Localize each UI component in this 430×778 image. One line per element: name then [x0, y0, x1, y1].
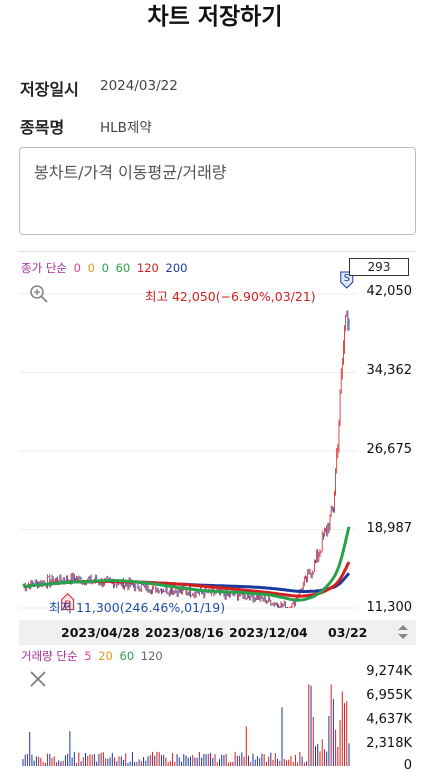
data-count-badge[interactable]: 293 [349, 258, 409, 276]
volume-tick: 9,274K [366, 664, 412, 679]
ma-period-120: 120 [136, 261, 159, 275]
ma-period-3: 0 [101, 261, 109, 275]
vol-ma-20: 20 [98, 649, 113, 663]
volume-tick: 2,318K [366, 736, 412, 751]
price-legend-label: 종가 단순 [21, 261, 67, 275]
vol-ma-120: 120 [140, 649, 163, 663]
volume-tick: 4,637K [366, 712, 412, 727]
volume-tick: 6,955K [366, 688, 412, 703]
date-value: 2024/03/22 [100, 78, 178, 94]
stock-name-value: HLB제약 [100, 120, 152, 136]
memo-input[interactable]: 봉차트/가격 이동평균/거래량 [19, 147, 416, 235]
date-label: 저장일시 [20, 80, 79, 99]
sell-marker-label: S [344, 273, 350, 284]
price-tick: 34,362 [366, 363, 413, 378]
price-tick: 18,987 [366, 521, 413, 536]
price-tick: 26,675 [366, 442, 413, 457]
ma-period-1: 0 [73, 261, 81, 275]
vol-ma-60: 60 [119, 649, 135, 663]
price-tick: 11,300 [366, 600, 413, 615]
date-tick: 2023/08/16 [145, 625, 224, 640]
vol-ma-5: 5 [84, 649, 92, 663]
chart-canvas: SB [19, 271, 416, 766]
date-tick: 03/22 [328, 625, 368, 640]
buy-marker-label: B [64, 600, 71, 611]
buy-marker-icon [61, 592, 75, 611]
price-legend: 종가 단순 0 0 0 60 120 200 [21, 260, 190, 276]
date-tick: 2023/04/28 [61, 625, 140, 640]
ma60-line [22, 526, 351, 602]
date-tick: 2023/12/04 [229, 625, 308, 640]
date-axis-bar[interactable] [19, 620, 416, 644]
ma-period-60: 60 [115, 261, 131, 275]
volume-legend: 거래량 단순 5 20 60 120 [21, 648, 166, 664]
ma-period-2: 0 [87, 261, 95, 275]
ma-period-200: 200 [165, 261, 188, 275]
page-title: 차트 저장하기 [147, 4, 283, 30]
volume-legend-label: 거래량 단순 [21, 649, 78, 663]
price-tick: 42,050 [366, 284, 413, 299]
stock-name-label: 종목명 [20, 118, 65, 137]
high-price-label: 최고 42,050(−6.90%,03/21) [145, 289, 316, 304]
low-price-label: 최저 11,300(246.46%,01/19) [49, 600, 226, 615]
volume-tick: 0 [403, 758, 412, 773]
